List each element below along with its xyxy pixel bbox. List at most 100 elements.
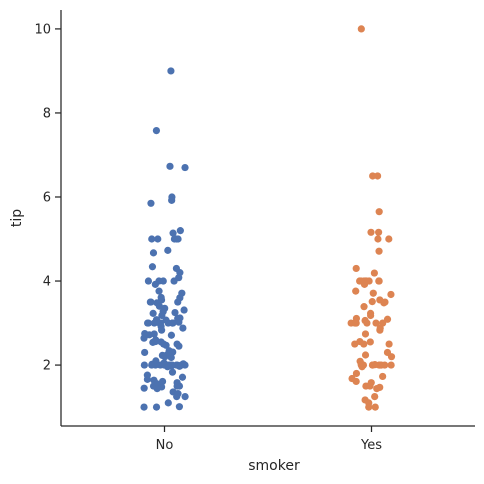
data-point-no	[166, 162, 174, 170]
data-point-yes	[385, 235, 393, 243]
y-tick-label: 8	[43, 106, 51, 121]
data-point-yes	[360, 340, 368, 348]
data-point-no	[181, 163, 189, 172]
points-layer	[140, 25, 396, 411]
data-point-no	[153, 385, 161, 393]
data-point-yes	[371, 403, 379, 411]
data-point-yes	[385, 340, 393, 348]
y-axis-label: tip	[9, 209, 25, 227]
data-point-no	[143, 375, 152, 383]
data-point-yes	[368, 298, 376, 306]
data-point-no	[152, 403, 161, 411]
data-point-yes	[375, 361, 383, 369]
x-axis-label: smoker	[248, 458, 300, 474]
data-point-yes	[352, 369, 361, 378]
data-point-no	[173, 392, 181, 401]
data-point-no	[145, 331, 153, 339]
x-tick-label: Yes	[360, 438, 382, 453]
data-point-no	[141, 348, 149, 357]
data-point-yes	[374, 235, 382, 243]
data-point-no	[176, 227, 184, 235]
data-point-yes	[368, 361, 377, 369]
data-point-yes	[361, 351, 370, 359]
data-point-no	[174, 298, 182, 306]
data-point-yes	[387, 361, 395, 369]
data-point-yes	[375, 247, 383, 255]
data-point-yes	[376, 326, 384, 334]
data-point-no	[167, 353, 175, 362]
data-point-yes	[383, 315, 392, 323]
y-tick-label: 6	[43, 190, 51, 205]
data-point-no	[148, 235, 156, 243]
data-point-yes	[375, 277, 383, 285]
data-point-yes	[352, 377, 360, 386]
x-tick-label: No	[156, 438, 174, 453]
data-point-yes	[369, 289, 377, 297]
data-point-no	[173, 235, 181, 243]
data-point-yes	[371, 392, 379, 401]
data-point-no	[181, 392, 189, 401]
data-point-no	[149, 309, 157, 317]
data-point-no	[164, 246, 172, 254]
data-point-no	[170, 277, 178, 285]
data-point-no	[167, 67, 175, 75]
x-ticks: No Yes	[156, 426, 382, 453]
data-point-yes	[372, 319, 380, 327]
y-tick-label: 2	[43, 359, 51, 374]
data-point-yes	[387, 290, 395, 299]
data-point-no	[154, 235, 162, 243]
data-point-no	[175, 362, 184, 370]
data-point-no	[155, 287, 163, 295]
data-point-yes	[379, 372, 387, 381]
data-point-no	[164, 399, 172, 407]
data-point-no	[140, 384, 148, 392]
data-point-yes	[351, 340, 359, 348]
data-point-no	[167, 331, 176, 339]
data-point-no	[173, 382, 181, 390]
data-point-no	[149, 338, 157, 346]
data-point-no	[140, 334, 148, 342]
data-point-yes	[362, 382, 370, 390]
data-point-no	[175, 342, 183, 350]
data-point-no	[175, 318, 183, 326]
data-point-yes	[360, 280, 369, 288]
data-point-no	[144, 277, 153, 285]
y-ticks: 2 4 6 8 10	[34, 22, 61, 374]
data-point-yes	[375, 228, 383, 236]
data-point-no	[168, 196, 176, 204]
y-tick-label: 10	[34, 22, 51, 37]
data-point-no	[140, 403, 148, 411]
data-point-no	[158, 311, 166, 320]
data-point-yes	[360, 303, 368, 311]
data-point-no	[144, 319, 152, 327]
data-point-yes	[367, 311, 375, 320]
data-point-yes	[361, 330, 370, 338]
data-point-no	[149, 249, 158, 257]
data-point-yes	[373, 172, 382, 180]
data-point-no	[146, 298, 154, 306]
data-point-no	[169, 348, 177, 356]
data-point-yes	[375, 208, 383, 216]
data-point-no	[162, 341, 170, 349]
data-point-no	[150, 319, 158, 327]
data-point-no	[152, 127, 161, 135]
data-point-yes	[352, 287, 360, 295]
data-point-yes	[387, 353, 396, 361]
data-point-no	[151, 280, 159, 288]
data-point-yes	[366, 338, 374, 346]
data-point-yes	[373, 385, 381, 393]
data-point-yes	[367, 228, 375, 236]
data-point-no	[178, 373, 187, 381]
data-point-yes	[352, 319, 360, 327]
data-point-yes	[365, 403, 373, 411]
data-point-yes	[380, 299, 388, 307]
data-point-yes	[358, 363, 366, 371]
data-point-yes	[357, 25, 365, 33]
data-point-no	[163, 363, 172, 371]
data-point-no	[148, 263, 157, 271]
data-point-no	[140, 361, 148, 369]
data-point-no	[175, 403, 183, 411]
data-point-yes	[370, 269, 378, 277]
data-point-no	[168, 368, 177, 376]
